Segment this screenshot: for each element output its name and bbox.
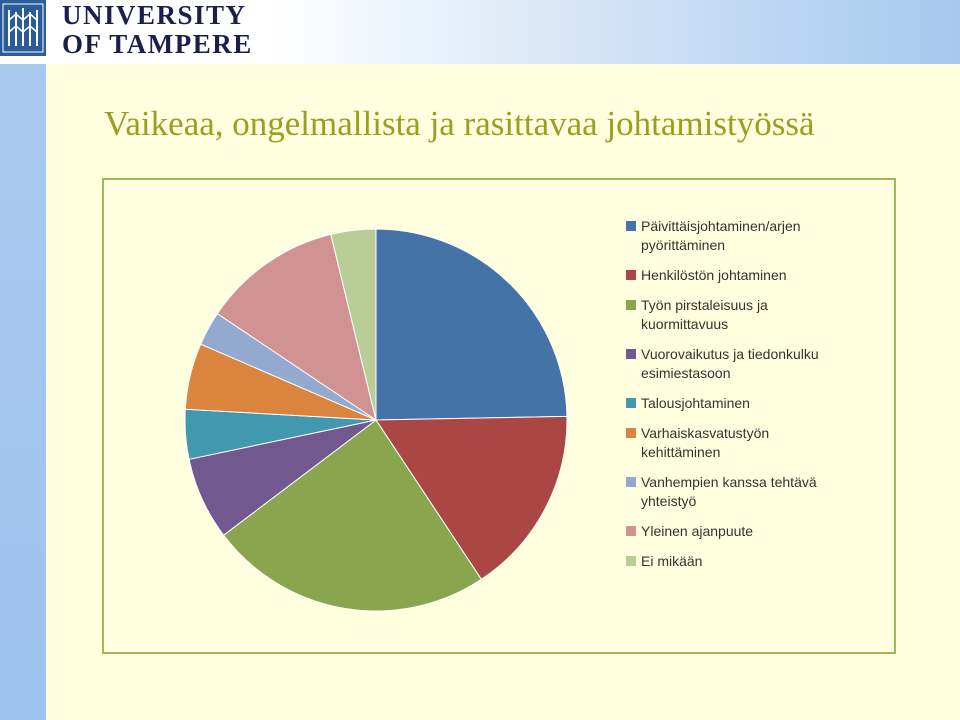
legend-swatch <box>626 349 636 359</box>
legend-item: Varhaiskasvatustyön kehittäminen <box>626 424 866 462</box>
logo-line-of-tampere: OF TAMPERE <box>62 29 253 59</box>
pie-slice <box>375 228 568 421</box>
legend-label: Henkilöstön johtaminen <box>641 267 787 283</box>
legend-swatch <box>626 526 636 536</box>
university-logo-icon <box>0 0 46 56</box>
legend-label: Työn pirstaleisuus ja kuormittavuus <box>641 297 768 332</box>
legend-label: Vuorovaikutus ja tiedonkulku esimiestaso… <box>641 346 819 381</box>
legend-swatch <box>626 398 636 408</box>
chart-frame: Päivittäisjohtaminen/arjen pyörittäminen… <box>102 178 896 654</box>
legend-item: Henkilöstön johtaminen <box>626 266 866 285</box>
university-logo-text: UNIVERSITY OF TAMPERE <box>62 2 253 58</box>
pie-chart <box>184 228 568 612</box>
legend-item: Yleinen ajanpuute <box>626 522 866 541</box>
legend-swatch <box>626 221 636 231</box>
legend-label: Varhaiskasvatustyön kehittäminen <box>641 425 770 460</box>
left-band <box>0 64 46 720</box>
legend-label: Ei mikään <box>641 553 703 569</box>
legend-swatch <box>626 428 636 438</box>
legend-swatch <box>626 556 636 566</box>
legend-label: Yleinen ajanpuute <box>641 523 754 539</box>
logo-line-university: UNIVERSITY <box>62 0 247 30</box>
chart-legend: Päivittäisjohtaminen/arjen pyörittäminen… <box>626 217 866 571</box>
slide-title: Vaikeaa, ongelmallista ja rasittavaa joh… <box>104 104 815 143</box>
legend-swatch <box>626 300 636 310</box>
legend-swatch <box>626 270 636 280</box>
pie-slice <box>222 419 483 612</box>
pie-slice <box>375 415 568 581</box>
legend-label: Päivittäisjohtaminen/arjen pyörittäminen <box>641 218 801 253</box>
legend-item: Päivittäisjohtaminen/arjen pyörittäminen <box>626 217 866 255</box>
legend-item: Ei mikään <box>626 552 866 571</box>
legend-swatch <box>626 477 636 487</box>
legend-label: Talousjohtaminen <box>641 395 750 411</box>
legend-item: Vuorovaikutus ja tiedonkulku esimiestaso… <box>626 345 866 383</box>
pie-slice <box>330 228 377 421</box>
header-band: UNIVERSITY OF TAMPERE <box>0 0 960 64</box>
legend-label: Vanhempien kanssa tehtävä yhteistyö <box>641 474 817 509</box>
pie-slice <box>216 233 377 422</box>
legend-item: Talousjohtaminen <box>626 394 866 413</box>
legend-item: Vanhempien kanssa tehtävä yhteistyö <box>626 473 866 511</box>
legend-item: Työn pirstaleisuus ja kuormittavuus <box>626 296 866 334</box>
